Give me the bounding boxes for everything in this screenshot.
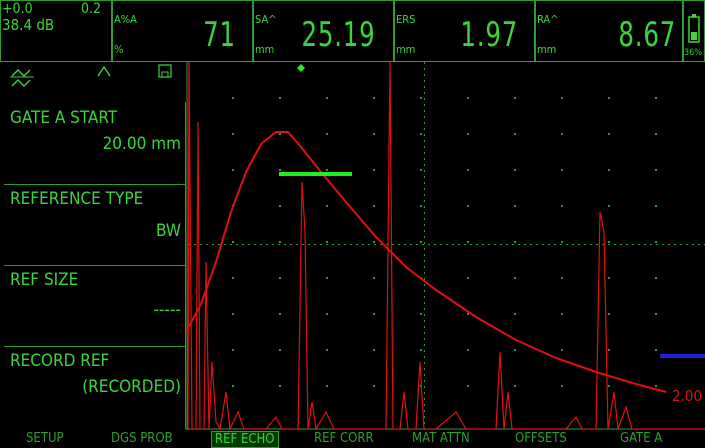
menu-item-value: 20.00 mm <box>102 134 181 154</box>
readout-4 <box>535 0 683 62</box>
dac-curve <box>186 131 667 393</box>
readout-2-value: 25.19 <box>301 15 376 55</box>
left-panel: GATE A START 20.00 mm REFERENCE TYPE BW … <box>0 62 186 432</box>
tab-ref-echo[interactable]: REF ECHO <box>211 431 279 448</box>
tab-offsets[interactable]: OFFSETS <box>515 431 567 446</box>
readout-2-label-bottom: mm <box>255 43 275 56</box>
menu-item-record-ref[interactable]: RECORD REF (RECORDED) <box>6 347 186 429</box>
scan-right-label: 2.00 <box>672 387 703 405</box>
readout-1 <box>112 0 253 62</box>
grid <box>188 62 705 430</box>
menu-item-title: REFERENCE TYPE <box>10 189 144 209</box>
readout-2-label-top: SA^ <box>255 13 277 26</box>
header-bar: +0.0 0.2 38.4 dB A%A % 71 SA^ mm 25.19 E… <box>0 0 705 62</box>
gain-step: 0.2 <box>81 1 102 17</box>
tab-gate-a[interactable]: GATE A <box>620 431 663 446</box>
tab-ref-corr[interactable]: REF CORR <box>314 431 374 446</box>
readout-4-label-top: RA^ <box>537 13 559 26</box>
readout-4-value: 8.67 <box>618 15 676 55</box>
rectify-icon[interactable] <box>10 66 36 88</box>
readout-1-label-top: A%A <box>114 13 137 26</box>
tab-mat-attn[interactable]: MAT ATTN <box>412 431 470 446</box>
menu-item-value: ----- <box>153 300 181 320</box>
tab-dgs-prob[interactable]: DGS PROB <box>111 431 173 446</box>
menu-item-value: BW <box>155 221 181 241</box>
menu-item-value: (RECORDED) <box>82 377 181 397</box>
readout-3-label-bottom: mm <box>396 43 416 56</box>
readout-1-label-bottom: % <box>114 43 124 56</box>
gain-db: 38.4 dB <box>2 16 55 34</box>
save-icon[interactable] <box>158 64 172 78</box>
readout-4-label-bottom: mm <box>537 43 557 56</box>
readout-2 <box>253 0 394 62</box>
gate-peak-icon[interactable] <box>96 64 112 78</box>
echo-trace <box>187 62 705 430</box>
divider <box>4 346 186 347</box>
a-scan-display <box>186 62 705 430</box>
battery-percent: 36% <box>684 48 702 58</box>
menu-item-title: GATE A START <box>10 108 118 128</box>
readout-3-label-top: ERS <box>396 13 416 26</box>
readout-3-value: 1.97 <box>460 15 518 55</box>
menu-item-title: REF SIZE <box>10 270 79 290</box>
menu-item-gate-a-start[interactable]: GATE A START 20.00 mm <box>6 102 186 184</box>
menu-item-reference-type[interactable]: REFERENCE TYPE BW <box>6 185 186 265</box>
battery-icon <box>688 14 700 43</box>
tab-setup[interactable]: SETUP <box>26 431 64 446</box>
divider <box>4 265 186 266</box>
menu-item-ref-size[interactable]: REF SIZE ----- <box>6 266 186 346</box>
gain-offset: +0.0 <box>2 1 33 17</box>
menu-item-title: RECORD REF <box>10 351 110 371</box>
divider <box>4 184 186 185</box>
gate-a-start-marker[interactable] <box>297 64 305 72</box>
readout-1-value: 71 <box>203 15 236 55</box>
readout-3 <box>394 0 535 62</box>
gain-box[interactable] <box>0 0 112 62</box>
